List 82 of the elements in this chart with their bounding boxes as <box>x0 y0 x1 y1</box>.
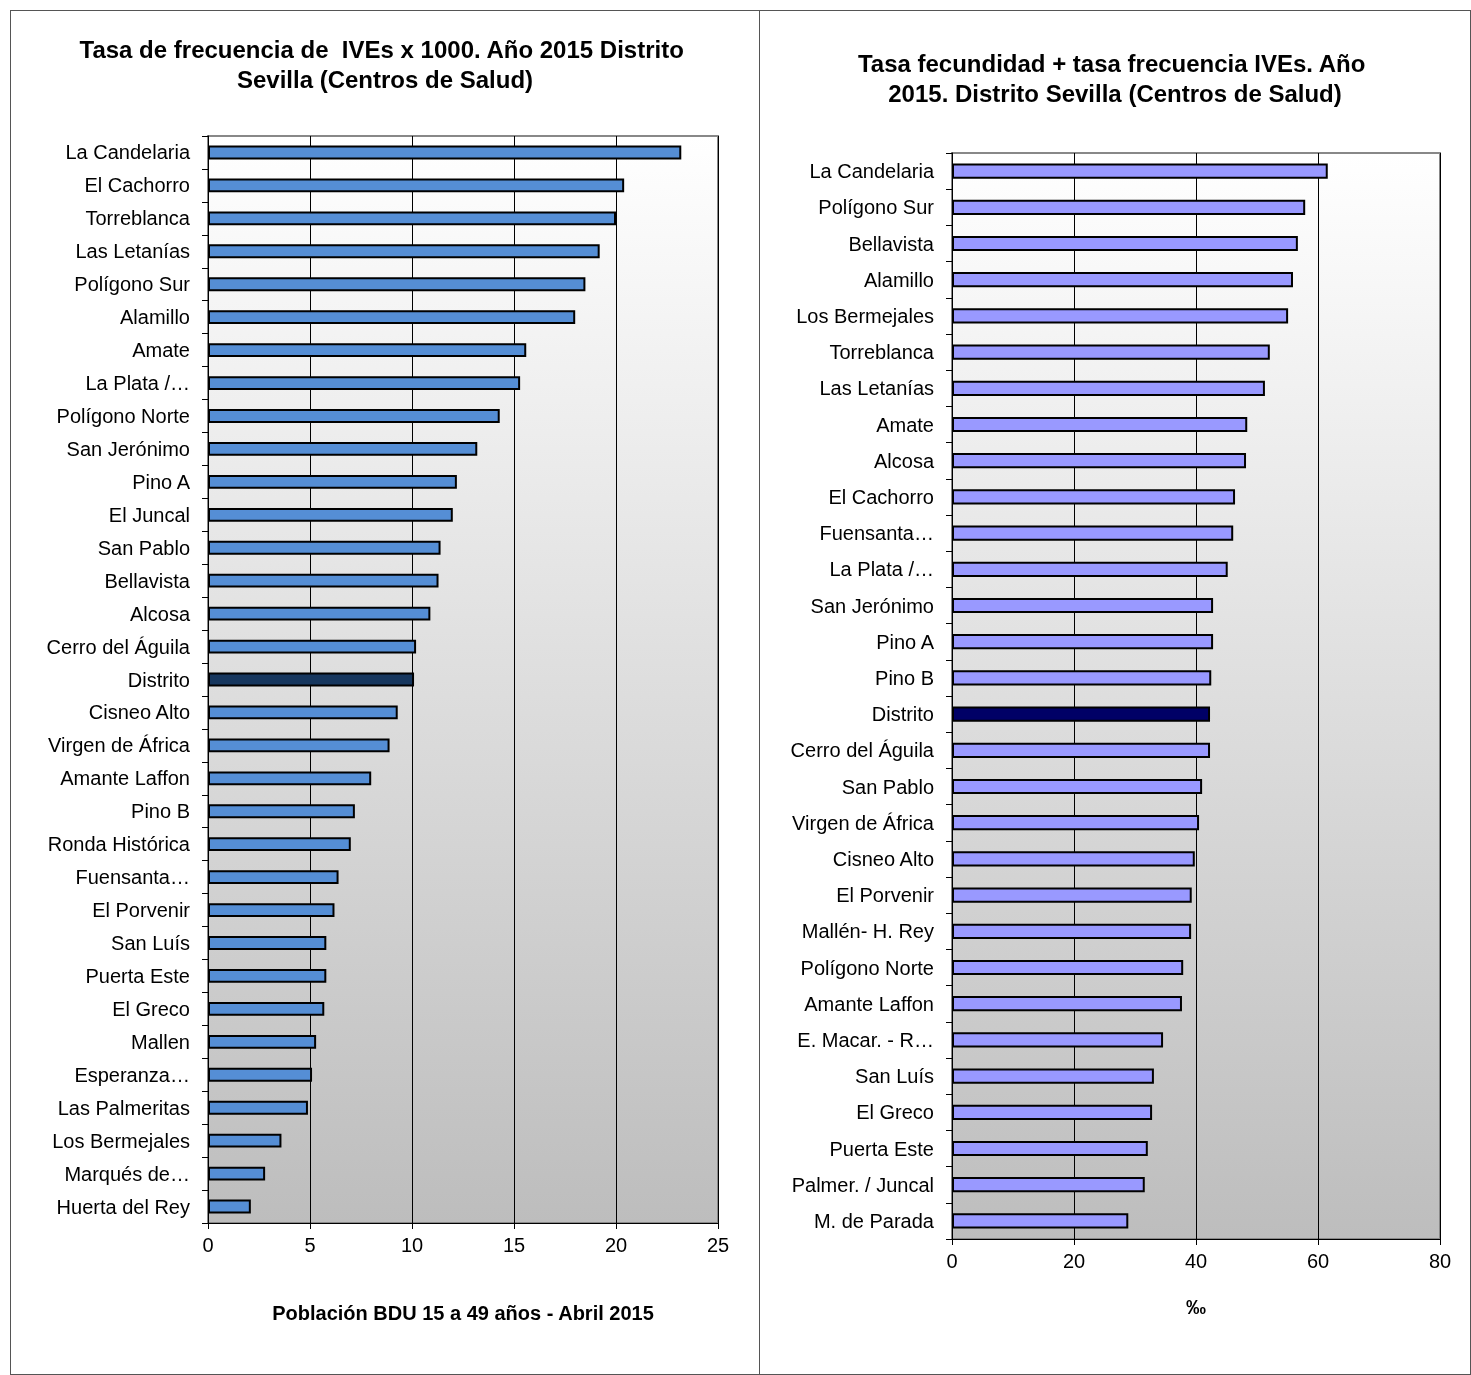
y-tick-label: Los Bermejales <box>52 1129 190 1152</box>
y-tick-label: Torreblanca <box>829 341 935 364</box>
y-tick-label: Mallén- H. Rey <box>801 920 934 943</box>
y-tick-label: Pino B <box>131 800 190 823</box>
y-tick-label: Pino B <box>875 666 934 689</box>
y-tick-label: Alcosa <box>129 602 191 625</box>
y-tick-label: San Jerónimo <box>66 437 190 460</box>
x-tick-label: 5 <box>304 1234 316 1256</box>
y-tick-label: E. Macar. - R… <box>797 1028 934 1051</box>
x-tick-label: 20 <box>604 1234 628 1256</box>
y-tick-label: Los Bermejales <box>796 304 934 327</box>
y-tick-label: El Greco <box>856 1101 934 1124</box>
x-axis-title: Población BDU 15 a 49 años - Abril 2015 <box>272 1302 654 1324</box>
x-axis-title: ‰ <box>1186 1296 1206 1318</box>
y-tick-label: Virgen de África <box>48 734 191 757</box>
y-tick-label: San Pablo <box>97 536 190 559</box>
y-tick-label: Amante Laffon <box>60 767 190 790</box>
y-tick-label: El Greco <box>112 997 190 1020</box>
y-tick-label: Polígono Sur <box>818 196 935 219</box>
y-tick-label: Cerro del Águila <box>790 739 935 762</box>
y-tick-label: Cisneo Alto <box>832 847 934 870</box>
x-tick-label: 0 <box>202 1234 214 1256</box>
y-tick-label: M. de Parada <box>813 1209 935 1232</box>
y-tick-label: El Cachorro <box>828 485 934 508</box>
y-tick-label: Cisneo Alto <box>88 701 190 724</box>
y-tick-label: Amate <box>876 413 934 436</box>
y-tick-label: Virgen de África <box>792 811 935 834</box>
chart-title: Tasa fecundidad + tasa frecuencia IVEs. Año 2015. Distrito Sevilla (Centros de Salud) <box>857 49 1373 107</box>
y-tick-label: Las Letanías <box>75 240 190 263</box>
y-tick-label: Bellavista <box>848 232 935 255</box>
x-tick-label: 25 <box>706 1234 730 1256</box>
y-tick-label: La Candelaria <box>65 141 191 164</box>
bar <box>208 1133 282 1148</box>
y-tick-label: La Plata /… <box>85 372 190 395</box>
y-tick-label: San Pablo <box>841 775 934 798</box>
bar <box>208 1166 266 1181</box>
x-tick-label: 0 <box>946 1250 958 1272</box>
y-tick-label: El Cachorro <box>84 174 190 197</box>
y-tick-label: Amate <box>132 339 190 362</box>
y-tick-label: Ronda Histórica <box>47 833 191 856</box>
y-tick-label: Mallen <box>131 1030 190 1053</box>
bar <box>208 1100 308 1115</box>
y-tick-label: Alamillo <box>863 268 934 291</box>
bar <box>208 1199 251 1214</box>
y-tick-label: Huerta del Rey <box>56 1195 190 1218</box>
y-tick-label: San Luís <box>111 932 190 955</box>
y-tick-label: La Plata /… <box>829 558 934 581</box>
y-tick-label: Cerro del Águila <box>46 635 191 658</box>
chart-title: Tasa de frecuencia de IVEs x 1000. Año 2015 Distrito Sevilla (Centros de Salud) <box>79 35 691 93</box>
y-tick-label: Bellavista <box>104 569 191 592</box>
y-tick-label: Pino A <box>876 630 935 653</box>
y-tick-label: Alamillo <box>119 306 190 329</box>
y-tick-label: Distrito <box>127 668 190 691</box>
y-tick-label: Alcosa <box>873 449 935 472</box>
y-tick-label: Torreblanca <box>85 207 191 230</box>
x-tick-label: 15 <box>502 1234 526 1256</box>
y-tick-label: Marqués de… <box>64 1162 190 1185</box>
x-tick-label: 80 <box>1428 1250 1452 1272</box>
y-tick-label: Las Letanías <box>819 377 934 400</box>
y-tick-label: Fuensanta… <box>75 866 190 889</box>
y-tick-label: El Porvenir <box>92 899 191 922</box>
y-tick-label: El Juncal <box>108 503 190 526</box>
x-tick-label: 20 <box>1062 1250 1086 1272</box>
y-tick-label: El Porvenir <box>836 884 935 907</box>
x-tick-label: 40 <box>1184 1250 1208 1272</box>
y-tick-label: La Candelaria <box>809 160 935 183</box>
y-tick-label: Distrito <box>871 703 934 726</box>
y-tick-label: Las Palmeritas <box>57 1096 190 1119</box>
y-tick-label: Palmer. / Juncal <box>791 1173 934 1196</box>
y-tick-label: Amante Laffon <box>804 992 934 1015</box>
y-tick-label: Fuensanta… <box>819 522 934 545</box>
y-tick-label: Polígono Norte <box>800 956 934 979</box>
y-tick-label: San Luís <box>855 1065 934 1088</box>
y-tick-label: Polígono Norte <box>56 404 190 427</box>
y-tick-label: Puerta Este <box>829 1137 934 1160</box>
y-tick-label: Puerta Este <box>85 964 190 987</box>
x-tick-label: 10 <box>400 1234 424 1256</box>
y-tick-label: San Jerónimo <box>810 594 934 617</box>
y-tick-label: Polígono Sur <box>74 273 191 296</box>
y-tick-label: Pino A <box>132 470 191 493</box>
x-tick-label: 60 <box>1306 1250 1330 1272</box>
y-tick-label: Esperanza… <box>74 1063 190 1086</box>
